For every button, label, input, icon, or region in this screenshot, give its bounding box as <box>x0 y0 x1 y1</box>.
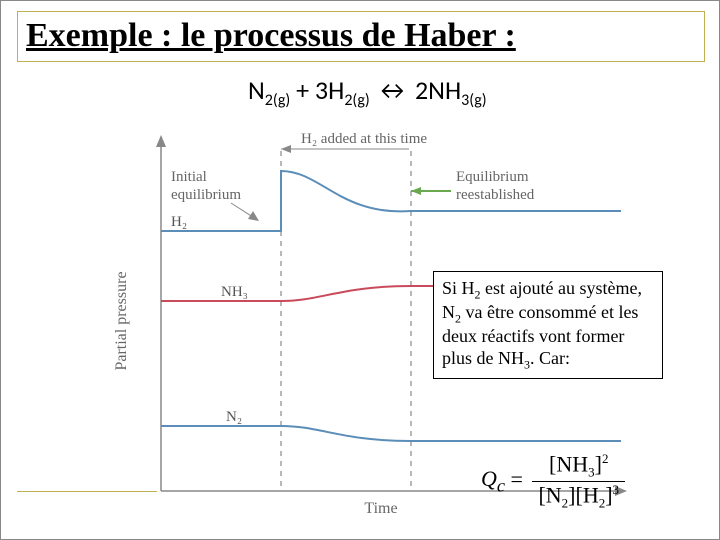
footer-divider <box>17 491 157 492</box>
reestab-label-1: Equilibrium <box>456 169 529 185</box>
reestab-label-2: reestablished <box>456 187 535 203</box>
title-box: Exemple : le processus de Haber : N2(g) … <box>17 11 705 62</box>
initial-label-1: Initial <box>171 169 207 185</box>
explanation-note: Si H2 est ajouté au système, N2 va être … <box>433 271 663 379</box>
qc-numerator: [NH3]2 <box>532 451 625 482</box>
slide: Exemple : le processus de Haber : N2(g) … <box>0 0 720 540</box>
eqn-n2-sub: 2(g) <box>265 91 290 110</box>
qc-num-close: ] <box>595 451 602 476</box>
initial-label-2: equilibrium <box>171 187 241 203</box>
eqn-n2: N <box>248 74 265 106</box>
reestab-arrowhead <box>411 187 421 195</box>
qc-equation: Qc = [NH3]2 [N2][H2]3 <box>481 451 681 511</box>
qc-denominator: [N2][H2]3 <box>532 482 625 512</box>
eqn-arrow: ↔ 2 <box>370 74 428 106</box>
qc-den-sup: 3 <box>613 482 620 497</box>
eqn-plus: + 3 <box>290 74 328 106</box>
qc-num-sup: 2 <box>602 451 609 466</box>
nh3-curve-label: NH₃ <box>221 284 248 300</box>
qc-fraction: [NH3]2 [N2][H2]3 <box>532 451 625 511</box>
qc-den-close: ] <box>605 482 612 507</box>
h2-added-label: H₂ added at this time <box>301 131 427 147</box>
slide-title: Exemple : le processus de Haber : <box>26 16 696 55</box>
y-axis-arrow <box>156 135 166 147</box>
note-t4: . Car: <box>530 348 570 368</box>
n2-curve-label: N₂ <box>226 409 242 425</box>
x-axis-label: Time <box>364 500 397 517</box>
qc-lhs-sub: c <box>497 476 505 496</box>
qc-num-nh: [NH <box>549 451 588 476</box>
qc-eq-sign: = <box>505 466 528 491</box>
h2-added-arrowhead-left <box>281 145 291 153</box>
qc-den-mid: ][H <box>568 482 599 507</box>
eqn-h2: H <box>328 74 344 106</box>
eqn-h2-sub: 2(g) <box>344 91 369 110</box>
qc-lhs: Q <box>481 466 497 491</box>
reaction-equation: N2(g) + 3H2(g) ↔ 2NH3(g) <box>248 74 487 110</box>
n2-curve <box>161 426 621 441</box>
qc-den-n2: [N <box>538 482 561 507</box>
y-axis-label: Partial pressure <box>113 271 130 370</box>
h2-curve-label: H₂ <box>171 214 187 230</box>
initial-arrowhead <box>248 211 259 221</box>
eqn-nh3-sub: 3(g) <box>461 91 486 110</box>
note-t1: Si H <box>442 278 475 298</box>
eqn-nh3: NH <box>428 74 461 106</box>
